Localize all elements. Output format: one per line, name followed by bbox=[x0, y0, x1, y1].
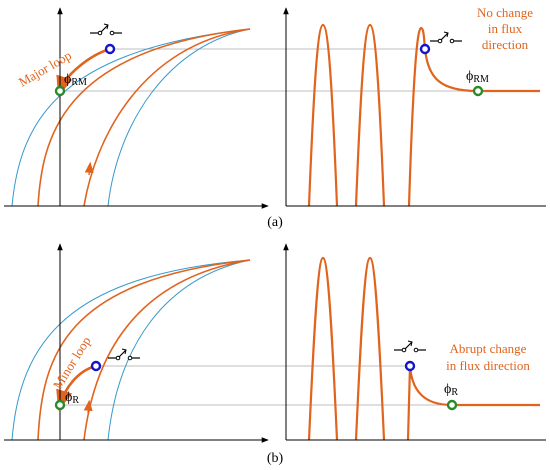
annotation-line-3: direction bbox=[482, 37, 529, 52]
annotation-line-2: in flux bbox=[488, 21, 523, 36]
annotation-line-1: Abrupt change bbox=[450, 341, 527, 356]
green-point-marker bbox=[472, 85, 484, 97]
flux-pulse bbox=[354, 256, 386, 441]
green-point-marker bbox=[54, 399, 66, 411]
switch-icon bbox=[430, 31, 462, 44]
green-point-marker bbox=[54, 85, 66, 97]
flux-pulse bbox=[307, 23, 339, 207]
blue-bh-curve bbox=[11, 28, 251, 207]
blue-point-marker bbox=[404, 360, 416, 372]
switch-icon bbox=[108, 348, 140, 361]
blue-bh-curve bbox=[11, 259, 251, 441]
blue-bh-curve bbox=[107, 28, 251, 207]
blue-bh-curve bbox=[107, 259, 251, 441]
panel-a-left: Major loop ϕRM bbox=[4, 7, 478, 209]
annotation-line-2: in flux direction bbox=[446, 358, 530, 373]
flux-pulse-final bbox=[407, 26, 540, 207]
flux-pulse-final bbox=[406, 365, 540, 441]
panel-label-b: (b) bbox=[267, 451, 284, 466]
orange-arrow bbox=[83, 399, 93, 414]
panel-a-right: No change in flux direction ϕRM bbox=[283, 5, 546, 207]
switch-icon bbox=[90, 23, 122, 36]
panel-b-left: Minor loop ϕR bbox=[4, 243, 452, 443]
flux-pulse bbox=[307, 256, 339, 441]
blue-point-marker bbox=[90, 360, 102, 372]
panel-b-right: Abrupt change in flux direction ϕR bbox=[283, 243, 546, 441]
blue-point-marker bbox=[419, 43, 431, 55]
orange-bh-curve bbox=[37, 28, 251, 207]
orange-bh-curve bbox=[83, 28, 251, 207]
panel-label-a: (a) bbox=[267, 215, 283, 230]
flux-label: ϕR bbox=[65, 390, 79, 406]
orange-bh-curve bbox=[83, 259, 251, 441]
flux-label: ϕRM bbox=[64, 72, 87, 88]
green-point-marker bbox=[446, 399, 458, 411]
switch-icon bbox=[394, 340, 426, 353]
annotation-line-1: No change bbox=[477, 5, 533, 20]
blue-point-marker bbox=[104, 43, 116, 55]
orange-arrow bbox=[84, 161, 94, 176]
orange-bh-curve bbox=[37, 259, 251, 441]
flux-label-right: ϕR bbox=[444, 382, 458, 398]
flux-label-right: ϕRM bbox=[466, 69, 489, 85]
flux-pulse bbox=[354, 23, 386, 207]
